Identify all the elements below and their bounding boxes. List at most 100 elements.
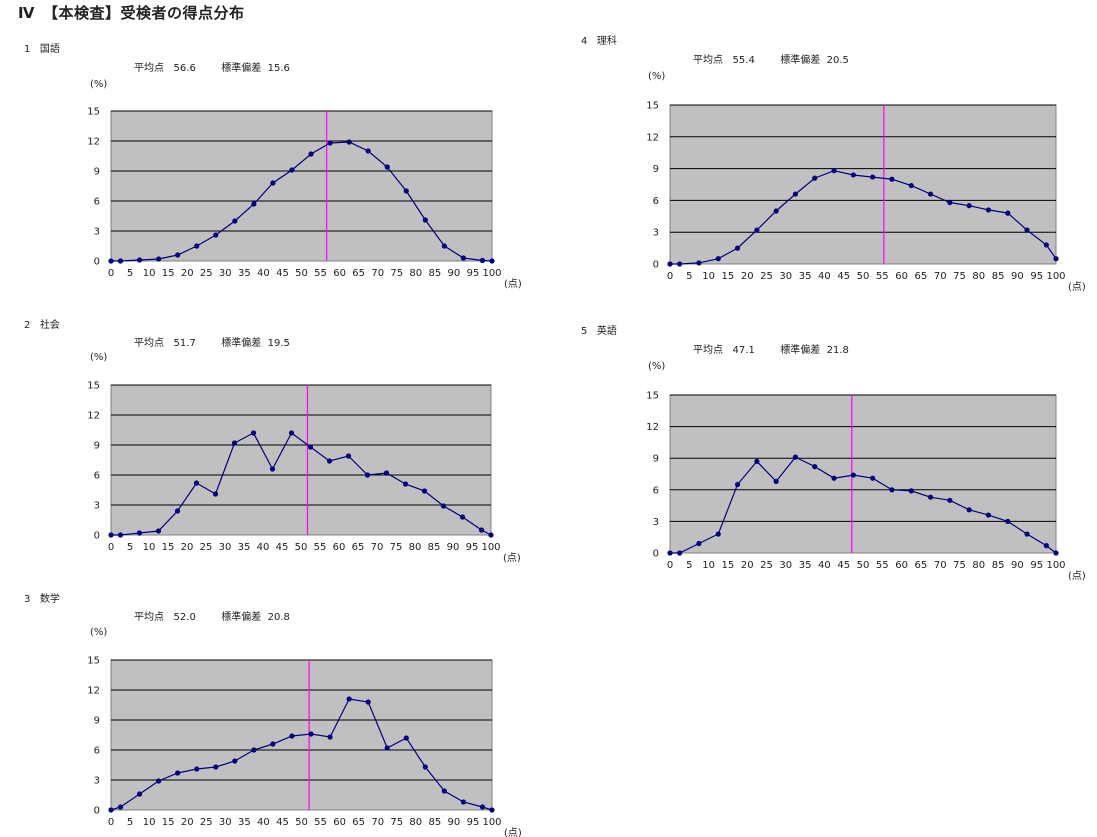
data-point	[289, 733, 295, 739]
subject-name: 社会	[39, 320, 60, 331]
x-tick-label: 90	[1011, 560, 1024, 571]
subject-name: 数学	[39, 594, 60, 605]
x-tick-label: 50	[295, 542, 308, 553]
x-unit-label: (点)	[1068, 570, 1086, 582]
x-tick-label: 25	[200, 268, 213, 279]
x-tick-label: 65	[352, 268, 365, 279]
x-tick-label: 40	[257, 542, 270, 553]
data-point	[985, 512, 992, 518]
sd-label: 標準偏差	[221, 612, 262, 623]
data-point	[193, 480, 200, 486]
x-tick-label: 80	[972, 271, 985, 282]
data-point	[889, 487, 895, 493]
data-point	[327, 140, 333, 146]
stats-line: 平均点 55.4 標準偏差 20.5	[693, 51, 849, 66]
x-tick-label: 65	[352, 817, 365, 828]
data-point	[308, 151, 314, 157]
x-tick-label: 60	[333, 817, 346, 828]
data-point	[831, 168, 837, 174]
y-tick-label: 6	[653, 196, 659, 207]
subject-number: 5	[581, 326, 588, 337]
x-tick-label: 50	[857, 271, 870, 282]
stats-line: 平均点 52.0 標準偏差 20.8	[134, 608, 290, 623]
data-point	[136, 530, 143, 536]
data-point	[270, 180, 276, 186]
y-tick-label: 12	[87, 137, 100, 148]
x-tick-label: 95	[466, 542, 479, 553]
data-point	[696, 260, 702, 266]
subject-name: 国語	[39, 44, 60, 55]
y-tick-label: 15	[87, 656, 100, 667]
x-unit-label: (点)	[504, 278, 522, 290]
data-point	[441, 788, 447, 794]
y-tick-label: 12	[87, 411, 100, 422]
x-tick-label: 55	[876, 271, 889, 282]
chart-panel-shakai: 2 社会 平均点 51.7 標準偏差 19.5 (%)	[0, 0, 540, 580]
y-tick-label: 15	[87, 381, 100, 392]
data-point	[326, 458, 333, 464]
subject-heading: 3 数学	[24, 590, 60, 605]
data-point	[346, 139, 352, 145]
data-point	[175, 770, 181, 776]
x-tick-label: 70	[934, 271, 947, 282]
x-tick-label: 40	[257, 817, 270, 828]
y-tick-label: 3	[94, 776, 100, 787]
data-point	[1053, 550, 1059, 556]
data-point	[1005, 518, 1011, 525]
sd-value: 21.8	[826, 345, 849, 356]
x-tick-label: 45	[276, 542, 289, 553]
y-tick-label: 0	[94, 531, 100, 542]
data-point	[213, 232, 219, 238]
data-point	[403, 188, 409, 194]
x-tick-label: 60	[895, 271, 908, 282]
series-line	[110, 698, 493, 811]
data-point	[194, 766, 200, 772]
x-tick-label: 100	[481, 542, 500, 553]
x-tick-label: 70	[371, 817, 384, 828]
y-tick-label: 15	[87, 107, 100, 118]
y-tick-label: 6	[94, 471, 100, 482]
data-point	[870, 174, 876, 180]
data-point	[232, 758, 238, 764]
data-point	[1043, 242, 1049, 248]
data-point	[667, 550, 673, 556]
y-unit-label: (%)	[90, 79, 108, 90]
data-point	[489, 807, 495, 813]
data-point	[792, 191, 799, 197]
x-tick-label: 15	[722, 271, 735, 282]
data-point	[850, 172, 856, 178]
y-unit-label: (%)	[648, 361, 666, 372]
average-value: 55.4	[732, 55, 755, 66]
x-tick-label: 25	[200, 817, 213, 828]
x-tick-label: 10	[702, 560, 715, 571]
x-tick-label: 10	[143, 542, 156, 553]
data-point	[1024, 227, 1030, 233]
data-point	[812, 175, 818, 181]
data-point	[947, 497, 953, 503]
data-point	[1024, 531, 1030, 537]
data-point	[734, 245, 741, 251]
chart-panel-sugaku: 3 数学 平均点 52.0 標準偏差 20.8 (%)	[0, 0, 540, 837]
x-tick-label: 0	[667, 560, 673, 571]
x-tick-label: 5	[127, 817, 133, 828]
subject-name: 理科	[596, 36, 617, 47]
y-tick-label: 12	[87, 686, 100, 697]
x-tick-label: 100	[1046, 560, 1065, 571]
y-tick-label: 0	[94, 257, 100, 268]
x-tick-label: 15	[162, 817, 175, 828]
x-tick-label: 25	[760, 560, 773, 571]
sd-label: 標準偏差	[221, 63, 262, 74]
x-tick-label: 100	[482, 268, 501, 279]
x-tick-label: 5	[686, 271, 692, 282]
x-tick-label: 75	[953, 560, 966, 571]
data-point	[117, 258, 124, 264]
x-tick-label: 15	[722, 560, 735, 571]
x-tick-label: 60	[333, 542, 346, 553]
x-tick-label: 10	[143, 268, 156, 279]
data-point	[460, 799, 467, 805]
x-tick-label: 90	[447, 542, 460, 553]
x-tick-label: 45	[276, 817, 289, 828]
data-point	[754, 458, 760, 464]
data-point	[422, 764, 428, 770]
